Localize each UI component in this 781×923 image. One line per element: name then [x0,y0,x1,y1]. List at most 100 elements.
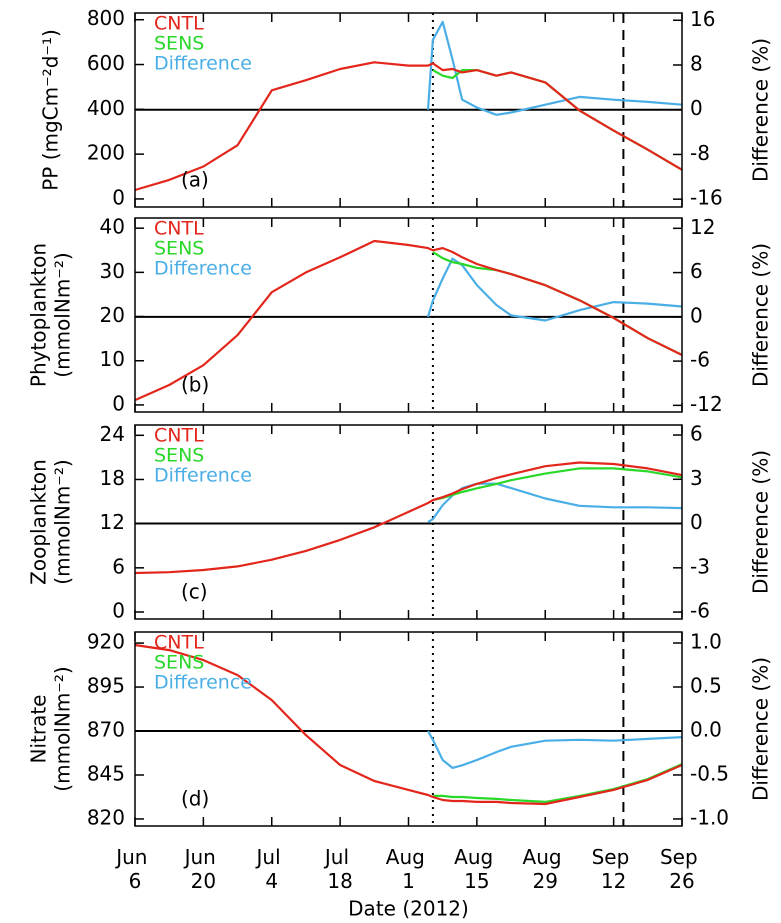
y2-tick-label: -3 [690,554,710,578]
y-tick-label: 870 [87,718,125,742]
y2-tick-label: -6 [690,348,710,372]
y2-axis-title: Difference (%) [749,38,773,182]
series-line [432,467,683,502]
x-tick-label-line: Jun [183,845,223,869]
y-tick-label: 0 [112,185,125,209]
y-axis-title: (mmolNm⁻²) [51,666,75,791]
series-line [134,61,683,192]
legend-label: Difference [154,465,252,487]
y2-axis-title: Difference (%) [749,657,773,801]
legend-label: SENS [154,33,204,55]
y-tick-label: 6 [112,554,125,578]
x-tick-label-line: 29 [533,869,558,893]
y2-tick-label: 8 [690,51,703,75]
legend-label: Difference [154,258,252,280]
series-line [426,257,683,322]
y-tick-label: 820 [87,805,125,829]
legend-label: CNTL [154,632,204,654]
y-tick-label: 600 [87,51,125,75]
x-tick-label-line: 4 [265,869,278,893]
x-tick-label-line: Aug [386,845,431,869]
y2-tick-label: 0.0 [690,717,722,741]
panel-label: (a) [181,168,209,192]
legend-label: CNTL [154,425,204,447]
y-axis-title: Zooplankton [27,459,51,585]
legend-label: SENS [154,238,204,260]
series-line [427,482,683,524]
y2-tick-label: -16 [690,186,723,210]
y-axis-title: (mmolNm⁻²) [51,459,75,584]
y-tick-label: 30 [100,259,125,283]
y-tick-label: 18 [100,466,125,490]
y2-tick-label: -12 [690,392,723,416]
x-tick-label-line: Jul [323,845,356,869]
x-tick-label-line: Jun [114,845,154,869]
y2-tick-label: 1.0 [690,629,722,653]
y2-tick-label: 0.5 [690,673,722,697]
x-axis-title: Date (2012) [348,897,469,921]
x-tick-label: Jun 20 [183,845,223,893]
x-tick-label: Sep 12 [592,845,636,893]
y-tick-label: 895 [87,674,125,698]
y2-tick-label: 12 [690,215,715,239]
y2-tick-label: 16 [690,7,715,31]
x-tick-label: Jul 4 [255,845,288,893]
y-tick-label: 12 [100,510,125,534]
legend-label: CNTL [154,218,204,240]
plot-frame [134,631,683,827]
x-tick-label: Aug 29 [523,845,568,893]
y-tick-label: 10 [100,347,125,371]
y-tick-label: 400 [87,96,125,120]
y-tick-label: 0 [112,391,125,415]
y2-tick-label: 6 [690,422,703,446]
x-tick-label: Aug 1 [386,845,431,893]
series-line [432,69,683,171]
legend-label: SENS [154,652,204,674]
legend-label: Difference [154,672,252,694]
x-tick-label-line: 6 [129,869,142,893]
x-tick-label-line: 15 [464,869,489,893]
y-axis-title: Nitrate [27,695,51,764]
x-tick-label: Jul 18 [323,845,356,893]
legend-label: SENS [154,445,204,467]
x-tick-label-line: Sep [592,845,636,869]
x-tick-label-line: Aug [523,845,568,869]
y2-tick-label: 0 [690,96,703,120]
x-tick-label-line: Sep [660,845,704,869]
y2-tick-label: 0 [690,303,703,327]
y-tick-label: 845 [87,761,125,785]
legend-label: CNTL [154,13,204,35]
series-line [432,763,683,803]
panel-label: (d) [181,787,209,811]
y-tick-label: 0 [112,599,125,623]
y2-tick-label: -0.5 [690,761,729,785]
x-tick-label-line: 18 [327,869,352,893]
plot-frame [134,12,683,208]
plot-frame [134,424,683,620]
series-line [134,461,683,575]
y-tick-label: 20 [100,303,125,327]
y2-tick-label: 0 [690,510,703,534]
series-line [134,643,683,806]
y-tick-label: 24 [100,422,125,446]
series-line [427,730,683,769]
y-tick-label: 40 [100,215,125,239]
y-tick-label: 920 [87,630,125,654]
y-tick-label: 800 [87,6,125,30]
y2-axis-title: Difference (%) [749,243,773,387]
y2-tick-label: 3 [690,466,703,490]
x-tick-label: Aug 15 [454,845,499,893]
x-tick-label-line: 1 [402,869,415,893]
x-tick-label: Sep 26 [660,845,704,893]
panel-label: (b) [181,373,209,397]
x-tick-label-line: 12 [601,869,626,893]
x-tick-label-line: 26 [669,869,694,893]
x-tick-label-line: 20 [191,869,216,893]
y-axis-title: PP (mgCm⁻²d⁻¹) [39,29,63,191]
series-line [426,20,683,116]
x-tick-label: Jun 6 [114,845,154,893]
plot-frame [134,217,683,413]
panel-label: (c) [181,580,208,604]
y2-tick-label: 6 [690,259,703,283]
